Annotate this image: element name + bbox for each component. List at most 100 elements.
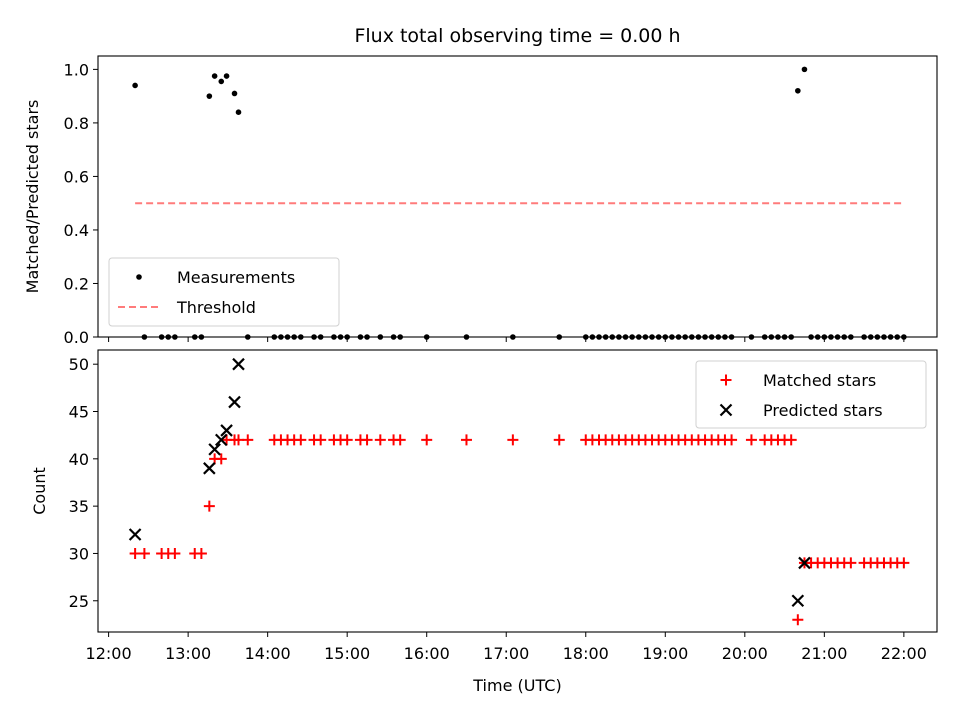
measurement-point <box>141 334 148 340</box>
measurement-point <box>556 334 563 340</box>
measurement-point <box>231 90 238 97</box>
measurement-point <box>629 334 635 340</box>
matched-star-point <box>460 434 472 446</box>
matched-star-point <box>232 434 244 446</box>
measurement-point <box>423 334 430 340</box>
measurement-point <box>728 334 735 340</box>
predicted-star-point <box>220 424 233 437</box>
measurement-point <box>894 334 901 340</box>
measurement-point <box>297 334 304 340</box>
matched-star-point <box>169 547 181 559</box>
measurement-point <box>589 334 596 340</box>
matched-star-point <box>792 614 804 626</box>
x-tick-label: 20:00 <box>722 644 768 663</box>
x-tick-label: 13:00 <box>165 644 211 663</box>
measurement-point <box>582 334 589 340</box>
top-y-tick-label: 0.8 <box>64 114 89 133</box>
measurement-point <box>165 334 172 340</box>
measurement-point <box>708 334 715 340</box>
matched-star-point <box>745 434 757 446</box>
measurement-point <box>887 334 894 340</box>
measurement-point <box>834 334 841 340</box>
measurement-point <box>337 334 344 340</box>
measurement-point <box>841 334 848 340</box>
matched-star-point <box>726 434 738 446</box>
measurement-point <box>801 66 808 73</box>
matched-star-point <box>138 547 150 559</box>
measurement-point <box>881 334 887 340</box>
measurement-point <box>722 334 728 340</box>
matched-star-point <box>341 434 353 446</box>
measurement-point <box>235 109 242 115</box>
measurement-point <box>211 73 218 79</box>
measurement-point <box>814 334 821 340</box>
measurement-point <box>622 334 629 340</box>
x-tick-label: 18:00 <box>563 644 609 663</box>
measurement-point <box>688 334 695 340</box>
top-plot-frame <box>97 55 938 338</box>
top-y-tick-label: 0.4 <box>64 221 89 240</box>
predicted-star-point <box>228 395 241 409</box>
measurement-point <box>218 78 225 85</box>
x-tick-label: 21:00 <box>801 644 847 663</box>
x-tick-label: 22:00 <box>881 644 927 663</box>
legend-measurement-marker <box>136 274 142 280</box>
bottom-y-tick-label: 30 <box>69 544 89 563</box>
measurement-point <box>271 334 278 340</box>
measurement-point <box>675 334 682 340</box>
predicted-star-point <box>214 433 228 447</box>
measurement-point <box>223 73 230 79</box>
measurement-point <box>761 334 768 340</box>
measurement-point <box>808 334 814 340</box>
top-y-tick-label: 0.0 <box>64 328 89 347</box>
legend-matched-marker <box>720 374 732 386</box>
matched-star-point <box>785 434 797 446</box>
measurement-point <box>635 334 642 340</box>
measurement-point <box>642 334 649 340</box>
x-tick-label: 14:00 <box>245 644 291 663</box>
matched-star-point <box>374 434 386 446</box>
measurement-point <box>198 334 205 340</box>
bottom-y-tick-label: 40 <box>69 450 89 469</box>
measurement-point <box>775 334 781 340</box>
bottom-y-tick-label: 45 <box>69 403 89 422</box>
matched-star-point <box>215 453 227 465</box>
measurement-point <box>828 334 834 340</box>
measurement-point <box>158 334 165 340</box>
matched-star-point <box>553 434 565 446</box>
measurement-point <box>377 334 384 340</box>
measurement-point <box>463 334 470 340</box>
matched-star-point <box>507 434 519 446</box>
top-y-axis-label: Matched/Predicted stars <box>23 100 42 294</box>
top-y-tick-label: 1.0 <box>64 60 89 79</box>
bottom-y-axis-label: Count <box>30 467 49 515</box>
measurement-point <box>357 334 364 340</box>
measurement-point <box>609 334 616 340</box>
x-tick-label: 15:00 <box>324 644 370 663</box>
bottom-y-tick-label: 35 <box>69 497 89 516</box>
matched-star-point <box>242 434 254 446</box>
top-y-tick-label: 0.6 <box>64 167 89 186</box>
measurement-point <box>172 334 178 340</box>
x-tick-label: 12:00 <box>86 644 132 663</box>
matched-star-point <box>203 500 215 512</box>
matched-star-point <box>129 547 141 559</box>
matched-star-point <box>295 434 307 446</box>
measurement-point <box>669 334 675 340</box>
measurement-point <box>602 334 609 340</box>
bottom-plot-frame <box>97 349 938 633</box>
top-legend-box <box>108 257 340 327</box>
legend-measurements-label: Measurements <box>177 268 295 287</box>
measurement-point <box>821 334 828 340</box>
top-y-tick-label: 0.2 <box>64 274 89 293</box>
measurement-point <box>284 334 291 340</box>
x-axis-label: Time (UTC) <box>472 676 561 695</box>
measurement-point <box>397 334 403 340</box>
measurement-point <box>649 334 655 340</box>
measurement-point <box>510 334 516 340</box>
measurement-point <box>244 334 251 340</box>
measurement-point <box>278 334 284 340</box>
matched-star-point <box>421 434 433 446</box>
measurement-point <box>848 334 854 340</box>
